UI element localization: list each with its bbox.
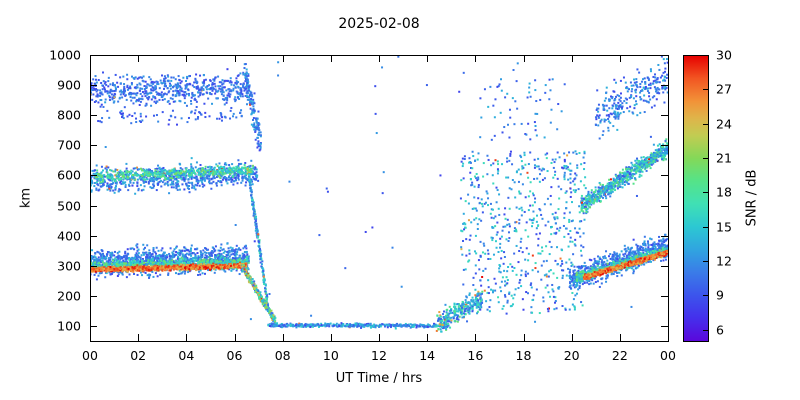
chart-title: 2025-02-08 — [338, 16, 420, 32]
x-tick-label: 12 — [371, 348, 387, 363]
y-tick-label: 300 — [57, 258, 81, 274]
y-tick-label: 900 — [57, 77, 81, 93]
cb-tick-label: 12 — [716, 253, 732, 269]
x-tick-label: 18 — [515, 348, 532, 363]
y-tick-label: 1000 — [49, 47, 81, 63]
y-tick-label: 400 — [57, 228, 81, 244]
x-tick-label: 20 — [563, 348, 580, 363]
x-tick-label: 16 — [467, 348, 484, 363]
cb-tick-label: 15 — [716, 219, 732, 235]
x-tick-label: 14 — [419, 348, 436, 363]
x-tick-label: 00 — [82, 348, 98, 363]
cb-tick-label: 21 — [716, 150, 732, 166]
y-tick-label: 700 — [57, 137, 81, 153]
y-tick-label: 200 — [57, 288, 81, 304]
cb-tick-label: 30 — [716, 47, 732, 63]
x-tick-label: 10 — [322, 348, 339, 363]
y-tick-label: 500 — [57, 198, 81, 214]
colorbar-label: SNR / dB — [744, 169, 760, 227]
y-tick-label: 800 — [57, 107, 81, 123]
x-tick-label: 00 — [660, 348, 676, 363]
cb-tick-label: 24 — [716, 116, 732, 132]
x-tick-label: 04 — [178, 348, 195, 363]
x-axis-label: UT Time / hrs — [335, 371, 423, 386]
y-tick-label: 600 — [57, 167, 81, 183]
y-tick-label: 100 — [57, 318, 81, 334]
x-tick-label: 02 — [130, 348, 147, 363]
x-tick-label: 22 — [611, 348, 628, 363]
cb-tick-label: 27 — [716, 81, 732, 97]
x-tick-label: 08 — [274, 348, 291, 363]
x-tick-label: 06 — [226, 348, 243, 363]
cb-tick-label: 6 — [716, 322, 724, 338]
cb-tick-label: 9 — [716, 287, 724, 303]
cb-tick-label: 18 — [716, 184, 732, 200]
y-axis-label: km — [18, 187, 34, 209]
